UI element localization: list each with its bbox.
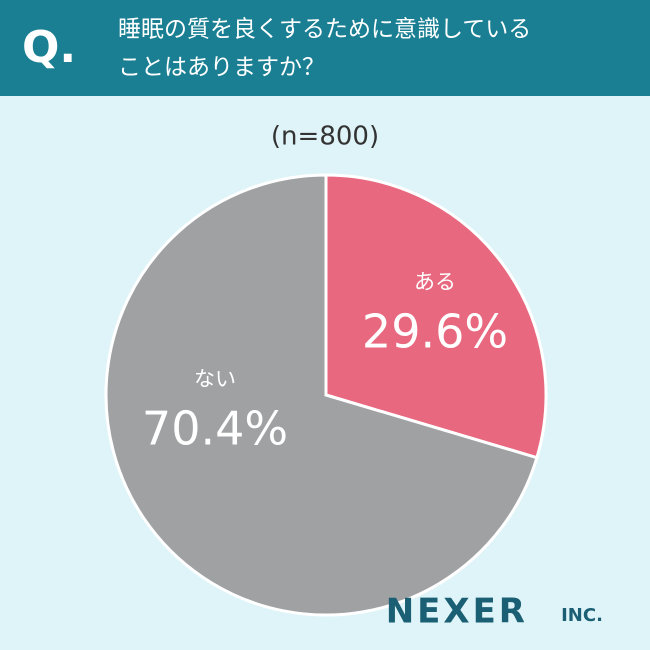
value-label: 70.4% — [142, 402, 288, 456]
subtitle: (n=800) — [271, 122, 379, 152]
title-line: 睡眠の質を良くするために意識している — [118, 17, 531, 43]
brand: NEXER — [386, 592, 528, 632]
question-marker: Q. — [22, 22, 76, 73]
pie-slice — [104, 173, 539, 617]
value-label: 29.6% — [362, 305, 508, 359]
header-band — [0, 0, 650, 96]
pie-slice — [324, 173, 548, 460]
title-line: ことはありますか？ — [118, 55, 325, 81]
pie: ある 29.6% ない 70.4% — [104, 173, 548, 617]
brand-suffix: INC. — [561, 605, 603, 626]
slice-label: ない — [194, 367, 236, 391]
slice-label: ある — [414, 270, 456, 294]
